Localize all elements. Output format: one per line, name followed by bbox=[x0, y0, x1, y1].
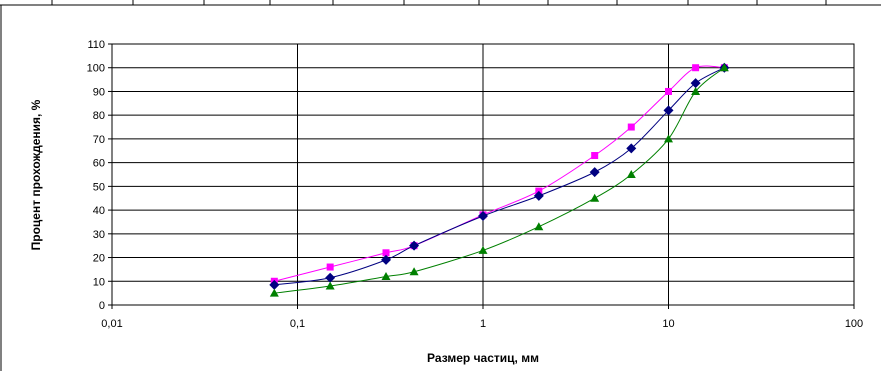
series-2-point bbox=[409, 240, 420, 251]
series-3-point bbox=[381, 272, 391, 281]
series-1-point bbox=[591, 152, 599, 160]
x-axis-title: Размер частиц, мм bbox=[427, 351, 539, 365]
series-2-point bbox=[478, 211, 488, 222]
x-tick-label: 0,1 bbox=[290, 318, 305, 330]
y-tick-label: 40 bbox=[93, 205, 105, 217]
series-3-point bbox=[478, 245, 488, 254]
series-1-point bbox=[627, 123, 635, 131]
x-tick-label: 10 bbox=[662, 318, 674, 330]
y-tick-label: 0 bbox=[99, 300, 105, 312]
y-tick-label: 80 bbox=[93, 110, 105, 122]
y-tick-label: 110 bbox=[87, 39, 105, 51]
series-2-point bbox=[663, 105, 674, 116]
y-axis-ticks: 0 10 20 30 40 50 60 70 80 90 100 110 bbox=[87, 39, 112, 312]
series-1-point bbox=[665, 87, 672, 95]
series-layer bbox=[269, 62, 730, 297]
series-3-point bbox=[590, 193, 600, 202]
series-2 bbox=[269, 62, 730, 290]
series-3 bbox=[269, 63, 729, 297]
series-3-point bbox=[269, 288, 279, 297]
series-2-point bbox=[325, 272, 336, 283]
y-tick-label: 70 bbox=[93, 134, 105, 146]
x-tick-label: 100 bbox=[845, 318, 863, 330]
y-axis-title: Процент прохождения, % bbox=[29, 99, 43, 250]
series-3-point bbox=[409, 267, 419, 276]
series-3-point bbox=[534, 222, 544, 231]
x-tick-label: 0,01 bbox=[101, 318, 122, 330]
series-3-point bbox=[664, 134, 673, 143]
y-tick-label: 90 bbox=[93, 86, 105, 98]
series-2-point bbox=[533, 190, 544, 201]
series-1-point bbox=[326, 263, 334, 271]
series-2-point bbox=[381, 254, 392, 265]
y-tick-label: 50 bbox=[93, 181, 105, 193]
y-tick-label: 10 bbox=[93, 276, 105, 288]
y-tick-label: 30 bbox=[93, 229, 105, 241]
series-2-point bbox=[589, 167, 600, 178]
series-3-point bbox=[691, 86, 701, 95]
series-3-point bbox=[626, 170, 636, 178]
x-axis-ticks: 0,01 0,1 1 10 100 bbox=[101, 305, 863, 330]
series-2-point bbox=[269, 279, 280, 290]
series-3-point bbox=[325, 281, 335, 290]
series-1-point bbox=[692, 64, 700, 72]
series-2-point bbox=[626, 143, 637, 154]
x-tick-label: 1 bbox=[480, 318, 486, 330]
y-tick-label: 60 bbox=[93, 158, 105, 170]
series-3-point bbox=[719, 63, 729, 72]
y-tick-label: 20 bbox=[93, 253, 105, 265]
y-tick-label: 100 bbox=[87, 63, 105, 75]
series-2-point bbox=[690, 78, 701, 89]
grid bbox=[112, 44, 854, 305]
series-1-point bbox=[382, 249, 390, 257]
